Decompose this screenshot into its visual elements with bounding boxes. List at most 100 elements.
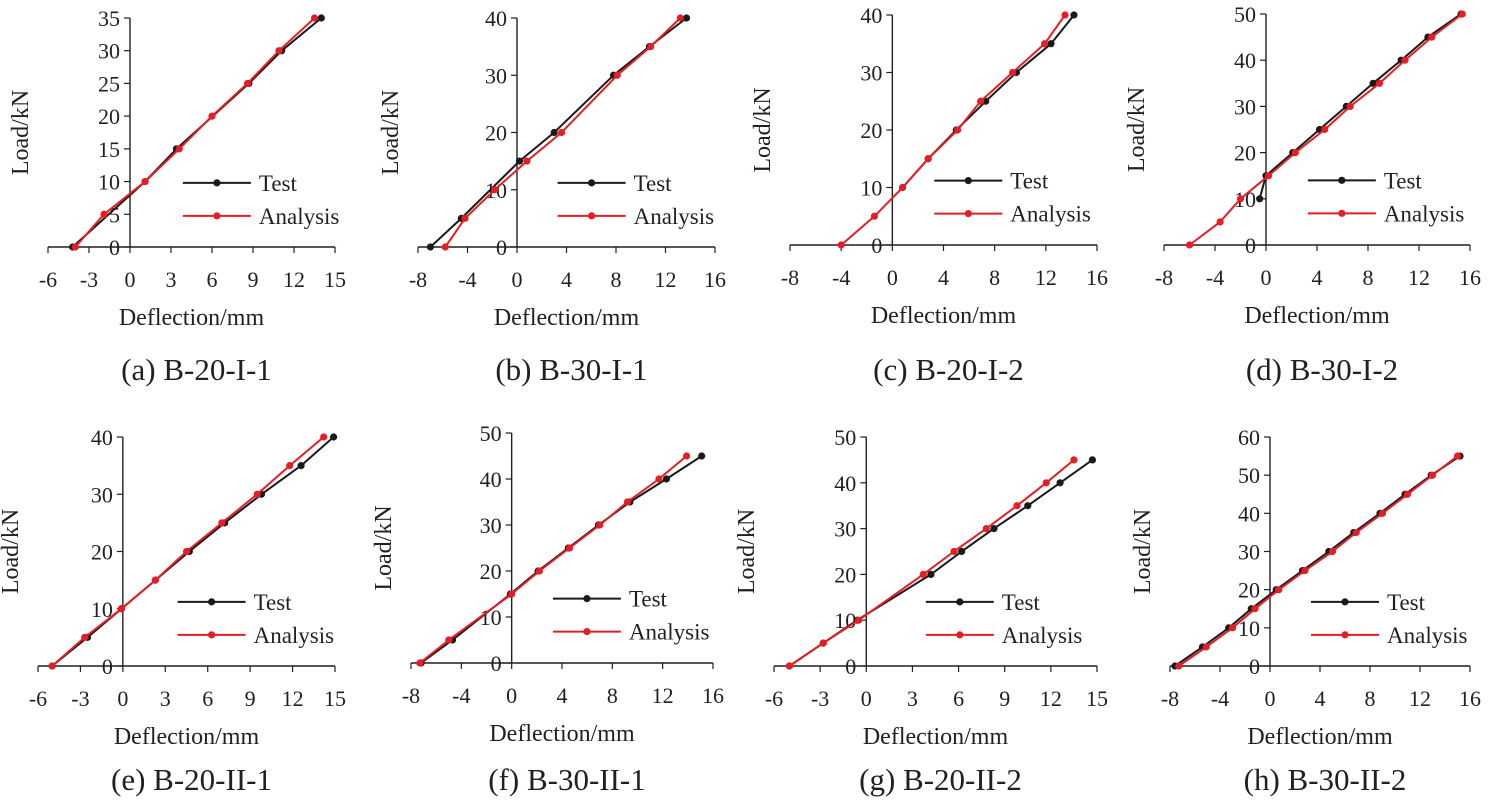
data-point-analysis — [837, 241, 845, 249]
y-tick-label: 10 — [860, 176, 882, 201]
data-point-analysis — [461, 214, 469, 222]
y-axis-title: Load/kN — [0, 509, 24, 594]
legend-label-analysis: Analysis — [259, 204, 340, 229]
legend-label-analysis: Analysis — [1002, 623, 1083, 648]
data-point-analysis — [71, 243, 79, 251]
y-tick-label: 10 — [91, 597, 113, 622]
x-tick-label: 15 — [324, 267, 346, 292]
y-tick-label: 50 — [1234, 2, 1256, 27]
data-point-analysis — [1008, 68, 1017, 77]
data-point-analysis — [1040, 40, 1049, 48]
x-tick-label: 0 — [512, 267, 523, 292]
y-tick-label: 20 — [91, 540, 113, 565]
y-tick-label: 30 — [480, 513, 502, 538]
x-tick-label: 6 — [207, 267, 218, 292]
y-tick-label: 0 — [109, 235, 120, 260]
x-tick-label: 12 — [1035, 265, 1057, 290]
panel-caption: (e) B-20-II-1 — [111, 762, 272, 797]
x-tick-label: -8 — [1155, 265, 1173, 290]
data-point-analysis — [1346, 102, 1354, 110]
data-point-analysis — [1401, 56, 1409, 64]
data-point-analysis — [924, 155, 932, 163]
y-tick-label: 50 — [480, 421, 502, 446]
data-point-test — [1047, 40, 1055, 48]
x-axis-title: Deflection/mm — [1244, 303, 1390, 329]
data-point-analysis — [565, 544, 574, 552]
data-point-analysis — [1453, 452, 1462, 460]
legend-label-test: Test — [1002, 590, 1041, 615]
y-tick-label: 30 — [91, 482, 113, 507]
data-point-test — [662, 475, 671, 483]
data-point-test — [329, 433, 338, 441]
x-tick-label: -8 — [781, 265, 799, 290]
legend-marker-test — [583, 595, 591, 603]
x-tick-label: -8 — [1161, 686, 1179, 711]
y-tick-label: 10 — [480, 605, 502, 630]
y-tick-label: 0 — [102, 654, 113, 679]
y-axis-title: Load/kN — [1124, 87, 1150, 172]
data-point-test — [1070, 11, 1078, 19]
y-tick-label: 10 — [1234, 187, 1256, 212]
y-tick-label: 40 — [91, 425, 113, 450]
y-tick-label: 40 — [860, 3, 882, 28]
data-point-analysis — [275, 47, 283, 55]
x-tick-label: 8 — [1363, 265, 1374, 290]
y-tick-label: 0 — [845, 654, 856, 679]
x-tick-label: 8 — [989, 265, 1000, 290]
y-tick-label: 20 — [1234, 141, 1256, 166]
data-point-analysis — [1328, 547, 1337, 556]
legend-label-analysis: Analysis — [254, 623, 335, 648]
y-tick-label: 20 — [485, 121, 507, 146]
x-tick-label: -4 — [452, 683, 470, 708]
x-tick-label: 6 — [202, 686, 213, 711]
data-point-analysis — [243, 79, 252, 88]
y-tick-label: 40 — [834, 471, 856, 496]
y-axis-title: Load/kN — [1130, 509, 1156, 594]
data-point-analysis — [1428, 33, 1436, 41]
x-tick-label: -8 — [402, 683, 420, 708]
x-tick-label: 9 — [248, 267, 259, 292]
legend-marker-test — [1338, 176, 1346, 184]
x-tick-label: -3 — [71, 686, 89, 711]
data-point-analysis — [950, 547, 958, 556]
legend-label-test: Test — [1387, 590, 1426, 615]
data-point-analysis — [182, 547, 191, 556]
data-point-analysis — [151, 576, 159, 584]
x-tick-label: 3 — [166, 267, 177, 292]
legend-marker-analysis — [1341, 631, 1349, 639]
y-tick-label: 30 — [834, 517, 856, 542]
x-tick-label: 0 — [125, 267, 136, 292]
data-point-analysis — [320, 433, 328, 441]
data-point-analysis — [655, 475, 663, 483]
chart-panel: -6 -3 0 3 6 9 12 15 0 5 10 15 20 25 30 35 Deflection/mm L… — [8, 6, 346, 387]
x-tick-label: 8 — [611, 267, 622, 292]
legend-label-test: Test — [254, 590, 293, 615]
legend-label-analysis: Analysis — [634, 204, 715, 229]
x-tick-label: -4 — [1211, 686, 1229, 711]
y-tick-label: 0 — [491, 651, 502, 676]
legend-marker-analysis — [956, 631, 964, 639]
panel-caption: (a) B-20-I-1 — [121, 352, 272, 387]
y-tick-label: 0 — [871, 233, 882, 258]
x-tick-label: 3 — [160, 686, 171, 711]
y-tick-label: 10 — [98, 170, 120, 195]
x-tick-label: 4 — [938, 265, 949, 290]
legend-marker-analysis — [583, 628, 591, 636]
panel-caption: (d) B-30-I-2 — [1246, 352, 1398, 387]
y-tick-label: 10 — [1238, 616, 1260, 641]
data-point-test — [515, 157, 524, 165]
data-point-analysis — [1013, 502, 1021, 510]
data-point-analysis — [1175, 662, 1183, 670]
panel-caption: (c) B-20-I-2 — [873, 352, 1024, 387]
data-point-analysis — [1070, 456, 1078, 464]
legend-marker-analysis — [587, 212, 596, 220]
x-tick-label: 12 — [652, 683, 674, 708]
x-tick-label: 12 — [282, 686, 304, 711]
y-tick-label: 30 — [485, 63, 507, 88]
x-tick-label: 8 — [1365, 686, 1376, 711]
y-tick-label: 20 — [480, 559, 502, 584]
x-tick-label: 12 — [283, 267, 305, 292]
x-tick-label: 12 — [1408, 265, 1430, 290]
chart-panel: -8-40481216010203040Deflection/mmLoad/kN… — [378, 6, 726, 387]
data-point-analysis — [1228, 624, 1237, 632]
